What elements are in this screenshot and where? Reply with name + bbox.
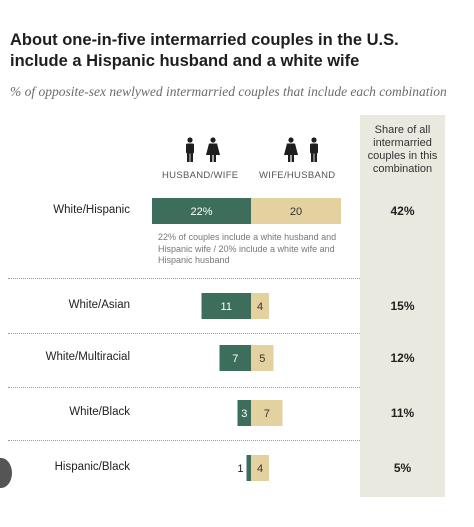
share-value: 42% [390, 204, 415, 218]
male-figure-icon [310, 137, 318, 162]
category-label: White/Asian [68, 299, 130, 311]
value-label-husband-wife: 3 [241, 408, 247, 420]
husband-wife-icons [186, 137, 220, 162]
category-label: Hispanic/Black [54, 461, 130, 473]
female-figure-icon [206, 137, 220, 162]
value-label-wife-husband: 4 [257, 463, 263, 475]
bar-husband-wife [237, 400, 251, 426]
bar-wife-husband [251, 455, 269, 481]
male-figure-icon [186, 137, 194, 162]
row-divider [8, 387, 360, 388]
female-figure-icon [284, 137, 298, 162]
share-value: 11% [390, 406, 415, 420]
bar-wife-husband [251, 345, 274, 371]
share-column-background [360, 115, 445, 497]
bar-husband-wife [201, 293, 251, 319]
value-label-wife-husband: 7 [264, 408, 270, 420]
chart-title: About one-in-five intermarried couples i… [10, 31, 399, 70]
value-label-husband-wife: 11 [221, 301, 232, 313]
value-label-wife-husband: 20 [290, 206, 302, 218]
row-divider [8, 278, 360, 279]
bar-husband-wife [152, 198, 251, 224]
category-label: White/Black [69, 406, 130, 418]
chart-subtitle: % of opposite-sex newlywed intermarried … [10, 84, 447, 99]
share-value: 5% [393, 461, 412, 475]
row-divider [8, 333, 360, 334]
legend-husband-wife: HUSBAND/WIFE [162, 170, 239, 181]
share-value: 15% [390, 299, 415, 313]
legend-wife-husband: WIFE/HUSBAND [259, 170, 336, 181]
wife-husband-icons [284, 137, 318, 162]
value-label-wife-husband: 5 [259, 353, 265, 365]
bar-wife-husband [251, 198, 341, 224]
bar-husband-wife [219, 345, 251, 371]
row-divider [8, 440, 360, 441]
share-value: 12% [390, 351, 415, 365]
bar-husband-wife [246, 455, 251, 481]
category-label: White/Multiracial [45, 351, 130, 363]
value-label-husband-wife: 22% [190, 206, 212, 218]
value-label-husband-wife: 7 [232, 353, 238, 365]
scroll-handle[interactable] [0, 458, 12, 488]
value-label-wife-husband: 4 [257, 301, 263, 313]
bar-wife-husband [251, 400, 283, 426]
bar-wife-husband [251, 293, 269, 319]
share-column-header: Share of all intermarried couples in thi… [367, 124, 438, 175]
value-label-husband-wife: 1 [237, 463, 243, 475]
annotation-note: 22% of couples include a white husband a… [158, 232, 337, 265]
category-label: White/Hispanic [53, 204, 130, 216]
